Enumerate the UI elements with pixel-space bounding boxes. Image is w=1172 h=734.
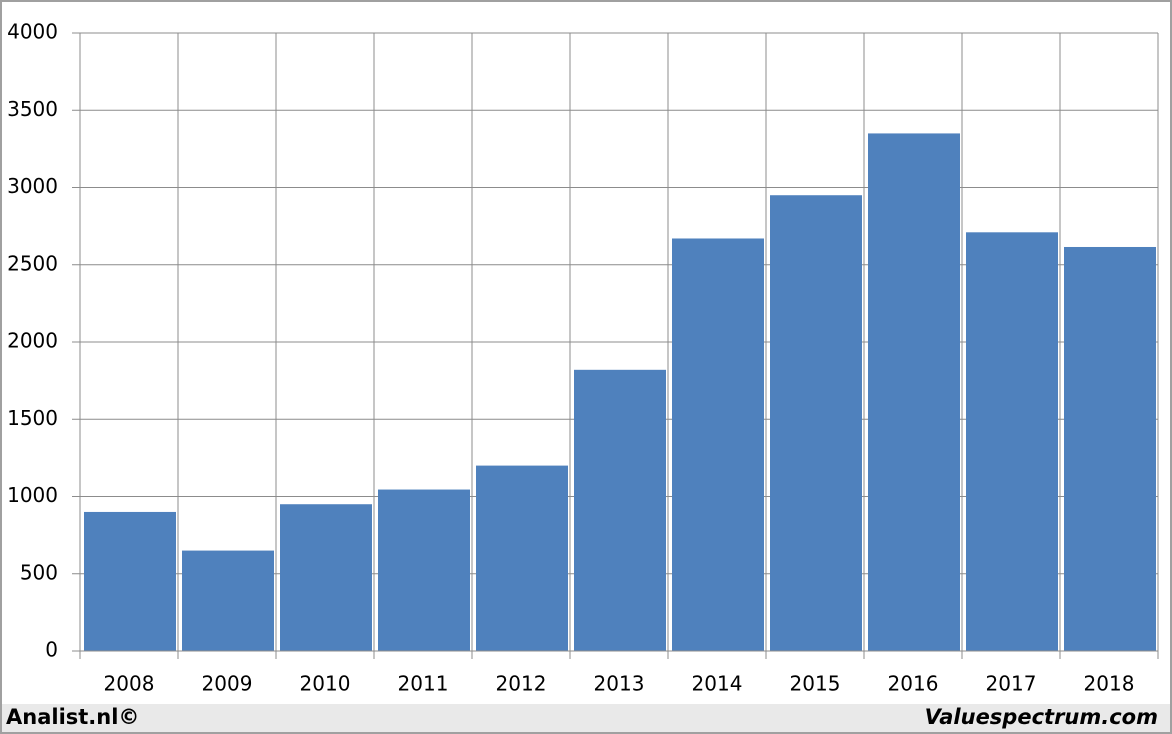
- x-tick-label: 2010: [300, 672, 351, 696]
- x-tick-label: 2014: [692, 672, 743, 696]
- bar: [182, 550, 274, 651]
- bar: [1064, 246, 1156, 652]
- bar: [378, 489, 470, 651]
- footer-bar: [2, 704, 1170, 732]
- bar: [84, 511, 176, 651]
- x-tick-label: 2017: [986, 672, 1037, 696]
- x-tick-label: 2013: [594, 672, 645, 696]
- y-tick-label: 2000: [7, 329, 58, 353]
- x-tick-label: 2009: [202, 672, 253, 696]
- x-tick-label: 2008: [104, 672, 155, 696]
- y-tick-label: 3500: [7, 97, 58, 121]
- x-tick-label: 2011: [398, 672, 449, 696]
- bar: [966, 232, 1058, 651]
- bar: [672, 238, 764, 652]
- y-tick-label: 0: [45, 638, 58, 662]
- x-tick-label: 2012: [496, 672, 547, 696]
- footer-left: Analist.nl©: [6, 705, 139, 729]
- bar: [476, 465, 568, 651]
- y-tick-label: 1500: [7, 406, 58, 430]
- y-tick-label: 3000: [7, 174, 58, 198]
- y-tick-label: 1000: [7, 483, 58, 507]
- x-tick-label: 2016: [888, 672, 939, 696]
- y-tick-label: 2500: [7, 251, 58, 275]
- y-tick-label: 500: [20, 560, 58, 584]
- y-tick-label: 4000: [7, 20, 58, 44]
- bar: [280, 504, 372, 651]
- x-tick-label: 2015: [790, 672, 841, 696]
- bar: [868, 133, 960, 652]
- bar: [574, 369, 666, 651]
- bar: [770, 195, 862, 651]
- x-tick-label: 2018: [1084, 672, 1135, 696]
- footer-right: Valuespectrum.com: [925, 705, 1158, 729]
